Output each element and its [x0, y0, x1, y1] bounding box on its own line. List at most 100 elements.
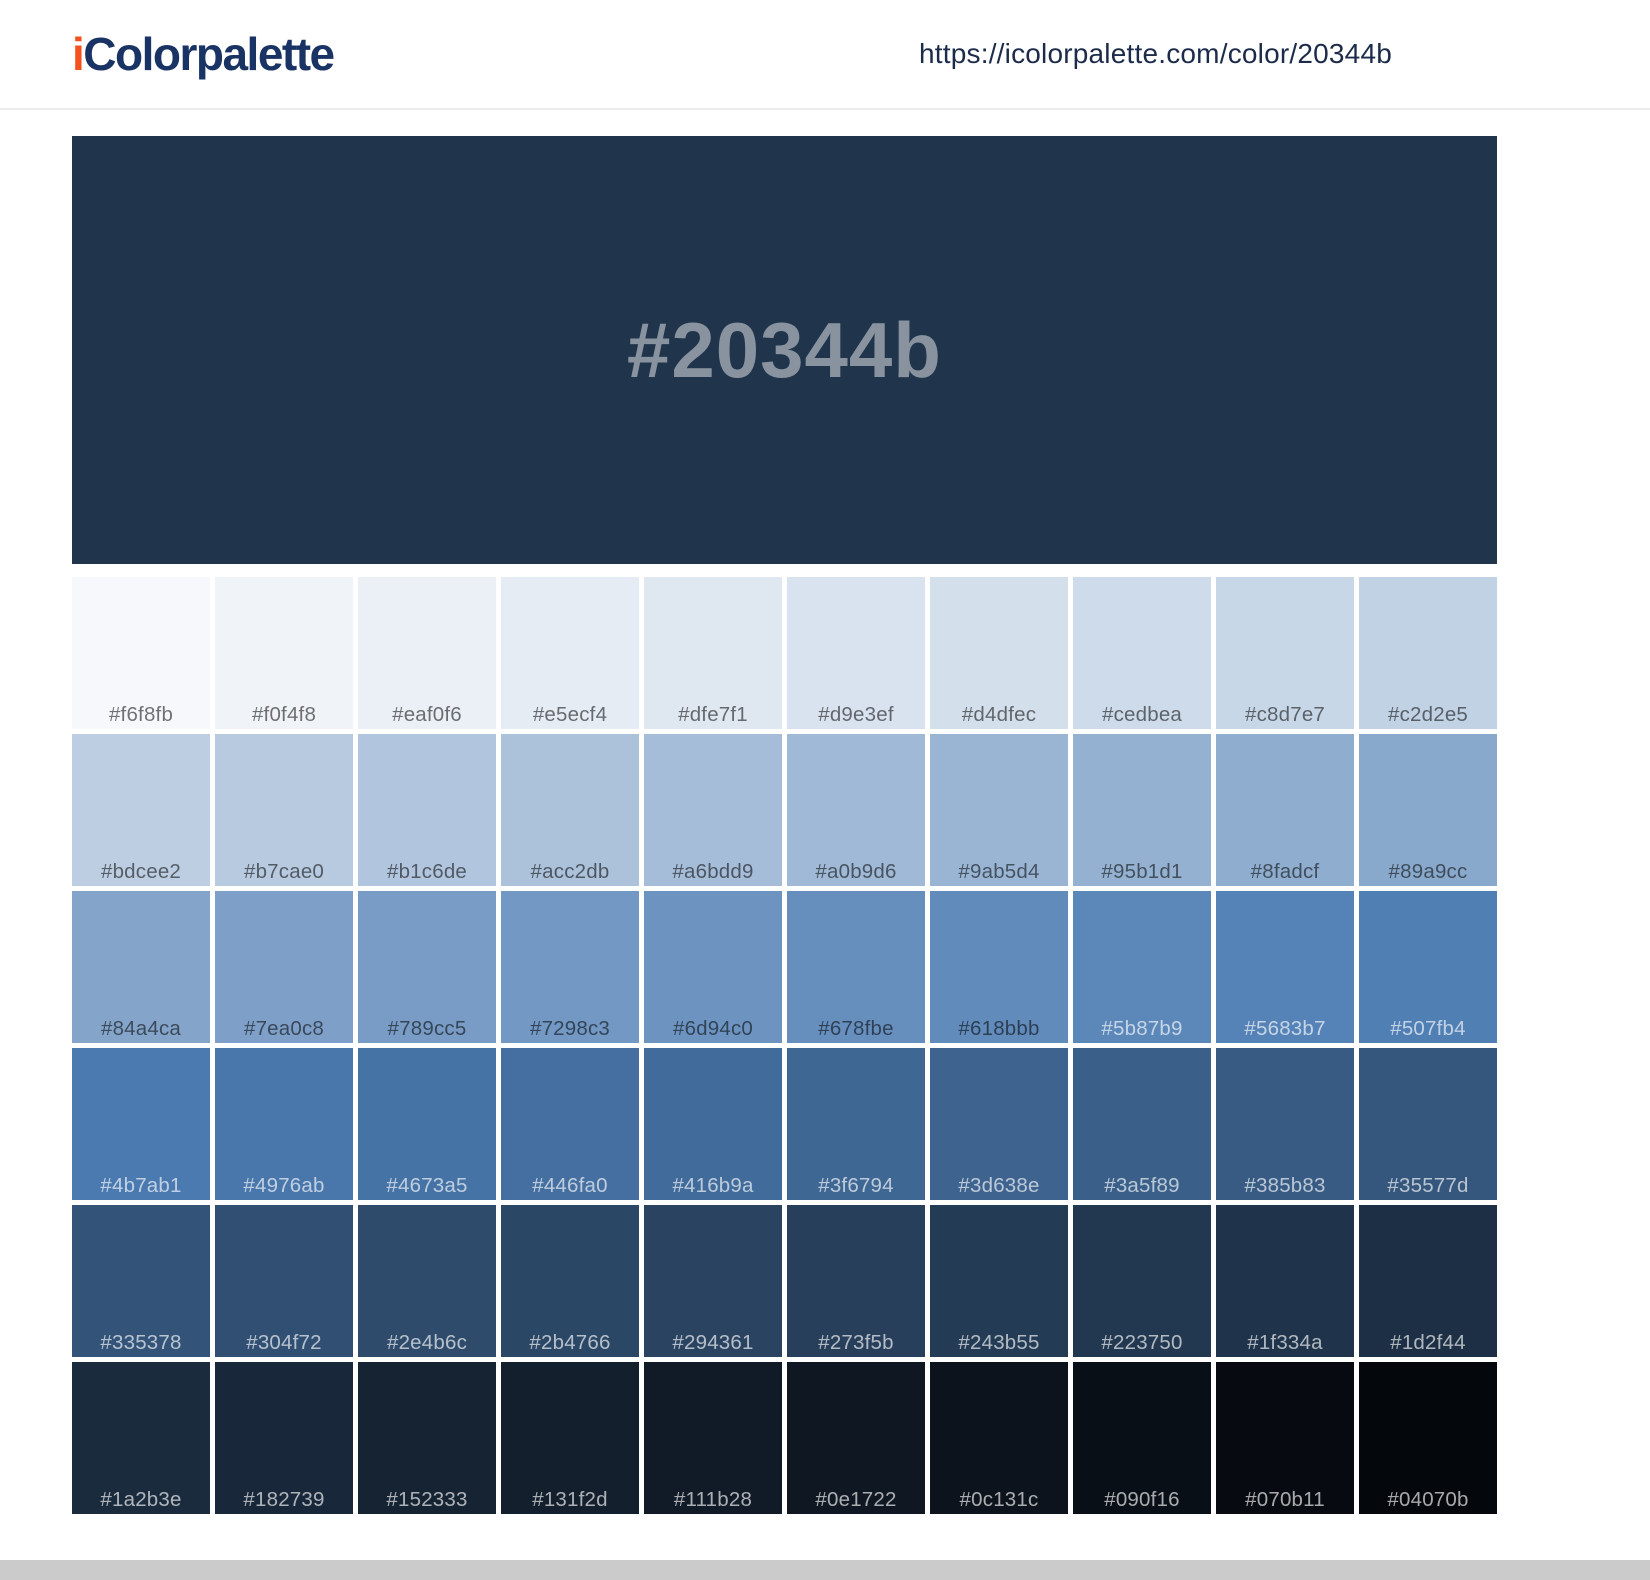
shade-swatch[interactable]: #2b4766	[501, 1205, 639, 1357]
page-url-text: https://icolorpalette.com/color/20344b	[919, 38, 1392, 69]
shade-swatch[interactable]: #182739	[215, 1362, 353, 1514]
swatch-hex-label: #618bbb	[958, 1017, 1040, 1040]
shade-swatch[interactable]: #3d638e	[930, 1048, 1068, 1200]
shade-swatch[interactable]: #9ab5d4	[930, 734, 1068, 886]
swatch-hex-label: #8fadcf	[1250, 860, 1320, 883]
swatch-hex-label: #0c131c	[959, 1488, 1039, 1511]
shade-swatch[interactable]: #7ea0c8	[215, 891, 353, 1043]
shade-swatch[interactable]: #cedbea	[1073, 577, 1211, 729]
shade-swatch[interactable]: #bdcee2	[72, 734, 210, 886]
shade-swatch[interactable]: #eaf0f6	[358, 577, 496, 729]
shade-swatch[interactable]: #678fbe	[787, 891, 925, 1043]
swatch-hex-label: #2b4766	[529, 1331, 611, 1354]
swatch-hex-label: #273f5b	[818, 1331, 894, 1354]
shade-swatch[interactable]: #789cc5	[358, 891, 496, 1043]
shade-swatch[interactable]: #6d94c0	[644, 891, 782, 1043]
shade-swatch[interactable]: #acc2db	[501, 734, 639, 886]
shade-swatch[interactable]: #c8d7e7	[1216, 577, 1354, 729]
shade-swatch[interactable]: #f6f8fb	[72, 577, 210, 729]
swatch-hex-label: #c8d7e7	[1244, 703, 1326, 726]
shade-swatch[interactable]: #4976ab	[215, 1048, 353, 1200]
swatch-hex-label: #2e4b6c	[386, 1331, 468, 1354]
shade-swatch[interactable]: #090f16	[1073, 1362, 1211, 1514]
swatch-hex-label: #cedbea	[1101, 703, 1183, 726]
shade-swatch[interactable]: #dfe7f1	[644, 577, 782, 729]
shade-swatch[interactable]: #131f2d	[501, 1362, 639, 1514]
swatch-hex-label: #b1c6de	[386, 860, 468, 883]
swatch-hex-label: #446fa0	[532, 1174, 608, 1197]
shade-swatch[interactable]: #b1c6de	[358, 734, 496, 886]
swatch-hex-label: #4b7ab1	[100, 1174, 182, 1197]
shade-swatch[interactable]: #152333	[358, 1362, 496, 1514]
shade-swatch[interactable]: #c2d2e5	[1359, 577, 1497, 729]
shade-swatch[interactable]: #1a2b3e	[72, 1362, 210, 1514]
shade-swatch[interactable]: #5b87b9	[1073, 891, 1211, 1043]
logo[interactable]: iColorpalette	[72, 31, 335, 77]
shade-swatch[interactable]: #f0f4f8	[215, 577, 353, 729]
swatch-hex-label: #a6bdd9	[672, 860, 754, 883]
shade-swatch[interactable]: #8fadcf	[1216, 734, 1354, 886]
swatch-hex-label: #acc2db	[530, 860, 610, 883]
shade-swatch[interactable]: #1f334a	[1216, 1205, 1354, 1357]
swatch-hex-label: #0e1722	[815, 1488, 897, 1511]
shade-swatch[interactable]: #618bbb	[930, 891, 1068, 1043]
shade-swatch[interactable]: #95b1d1	[1073, 734, 1211, 886]
swatch-hex-label: #7298c3	[529, 1017, 611, 1040]
shade-swatch[interactable]: #335378	[72, 1205, 210, 1357]
shade-swatch[interactable]: #a6bdd9	[644, 734, 782, 886]
shade-swatch[interactable]: #416b9a	[644, 1048, 782, 1200]
swatch-hex-label: #416b9a	[672, 1174, 754, 1197]
swatch-hex-label: #89a9cc	[1388, 860, 1468, 883]
shade-swatch[interactable]: #7298c3	[501, 891, 639, 1043]
horizontal-scrollbar[interactable]	[0, 1560, 1650, 1580]
shade-swatch[interactable]: #5683b7	[1216, 891, 1354, 1043]
shade-swatch[interactable]: #04070b	[1359, 1362, 1497, 1514]
swatch-hex-label: #d4dfec	[961, 703, 1037, 726]
shade-swatch[interactable]: #070b11	[1216, 1362, 1354, 1514]
shade-swatch[interactable]: #273f5b	[787, 1205, 925, 1357]
swatch-hex-label: #1f334a	[1247, 1331, 1323, 1354]
swatch-hex-label: #5683b7	[1244, 1017, 1326, 1040]
shade-swatch[interactable]: #0e1722	[787, 1362, 925, 1514]
shade-swatch[interactable]: #35577d	[1359, 1048, 1497, 1200]
shade-swatch[interactable]: #d4dfec	[930, 577, 1068, 729]
shade-swatch[interactable]: #d9e3ef	[787, 577, 925, 729]
shade-swatch[interactable]: #304f72	[215, 1205, 353, 1357]
shade-swatch[interactable]: #3f6794	[787, 1048, 925, 1200]
swatch-hex-label: #e5ecf4	[532, 703, 608, 726]
swatch-hex-label: #294361	[672, 1331, 754, 1354]
shade-swatch[interactable]: #223750	[1073, 1205, 1211, 1357]
swatch-hex-label: #385b83	[1244, 1174, 1326, 1197]
shade-swatch[interactable]: #a0b9d6	[787, 734, 925, 886]
shade-swatch[interactable]: #4b7ab1	[72, 1048, 210, 1200]
shade-swatch[interactable]: #89a9cc	[1359, 734, 1497, 886]
swatch-hex-label: #304f72	[246, 1331, 322, 1354]
shade-swatch[interactable]: #1d2f44	[1359, 1205, 1497, 1357]
shade-swatch[interactable]: #e5ecf4	[501, 577, 639, 729]
swatch-hex-label: #c2d2e5	[1387, 703, 1469, 726]
shade-swatch[interactable]: #446fa0	[501, 1048, 639, 1200]
shade-swatch[interactable]: #4673a5	[358, 1048, 496, 1200]
shade-swatch[interactable]: #2e4b6c	[358, 1205, 496, 1357]
swatch-hex-label: #7ea0c8	[243, 1017, 325, 1040]
swatch-hex-label: #dfe7f1	[678, 703, 748, 726]
swatch-hex-label: #335378	[100, 1331, 182, 1354]
hero-color-swatch: #20344b	[72, 136, 1497, 564]
shade-swatch[interactable]: #243b55	[930, 1205, 1068, 1357]
shade-swatch[interactable]: #385b83	[1216, 1048, 1354, 1200]
shade-swatch[interactable]: #507fb4	[1359, 891, 1497, 1043]
shade-swatch[interactable]: #111b28	[644, 1362, 782, 1514]
swatch-hex-label: #4673a5	[386, 1174, 468, 1197]
swatch-hex-label: #eaf0f6	[392, 703, 462, 726]
shade-swatch[interactable]: #b7cae0	[215, 734, 353, 886]
shade-swatch[interactable]: #294361	[644, 1205, 782, 1357]
swatch-hex-label: #d9e3ef	[818, 703, 894, 726]
swatch-hex-label: #84a4ca	[100, 1017, 182, 1040]
swatch-hex-label: #3f6794	[818, 1174, 894, 1197]
swatch-hex-label: #04070b	[1387, 1488, 1469, 1511]
shade-swatch[interactable]: #0c131c	[930, 1362, 1068, 1514]
swatch-hex-label: #5b87b9	[1101, 1017, 1183, 1040]
hero-hex-label: #20344b	[627, 305, 942, 394]
shade-swatch[interactable]: #3a5f89	[1073, 1048, 1211, 1200]
shade-swatch[interactable]: #84a4ca	[72, 891, 210, 1043]
